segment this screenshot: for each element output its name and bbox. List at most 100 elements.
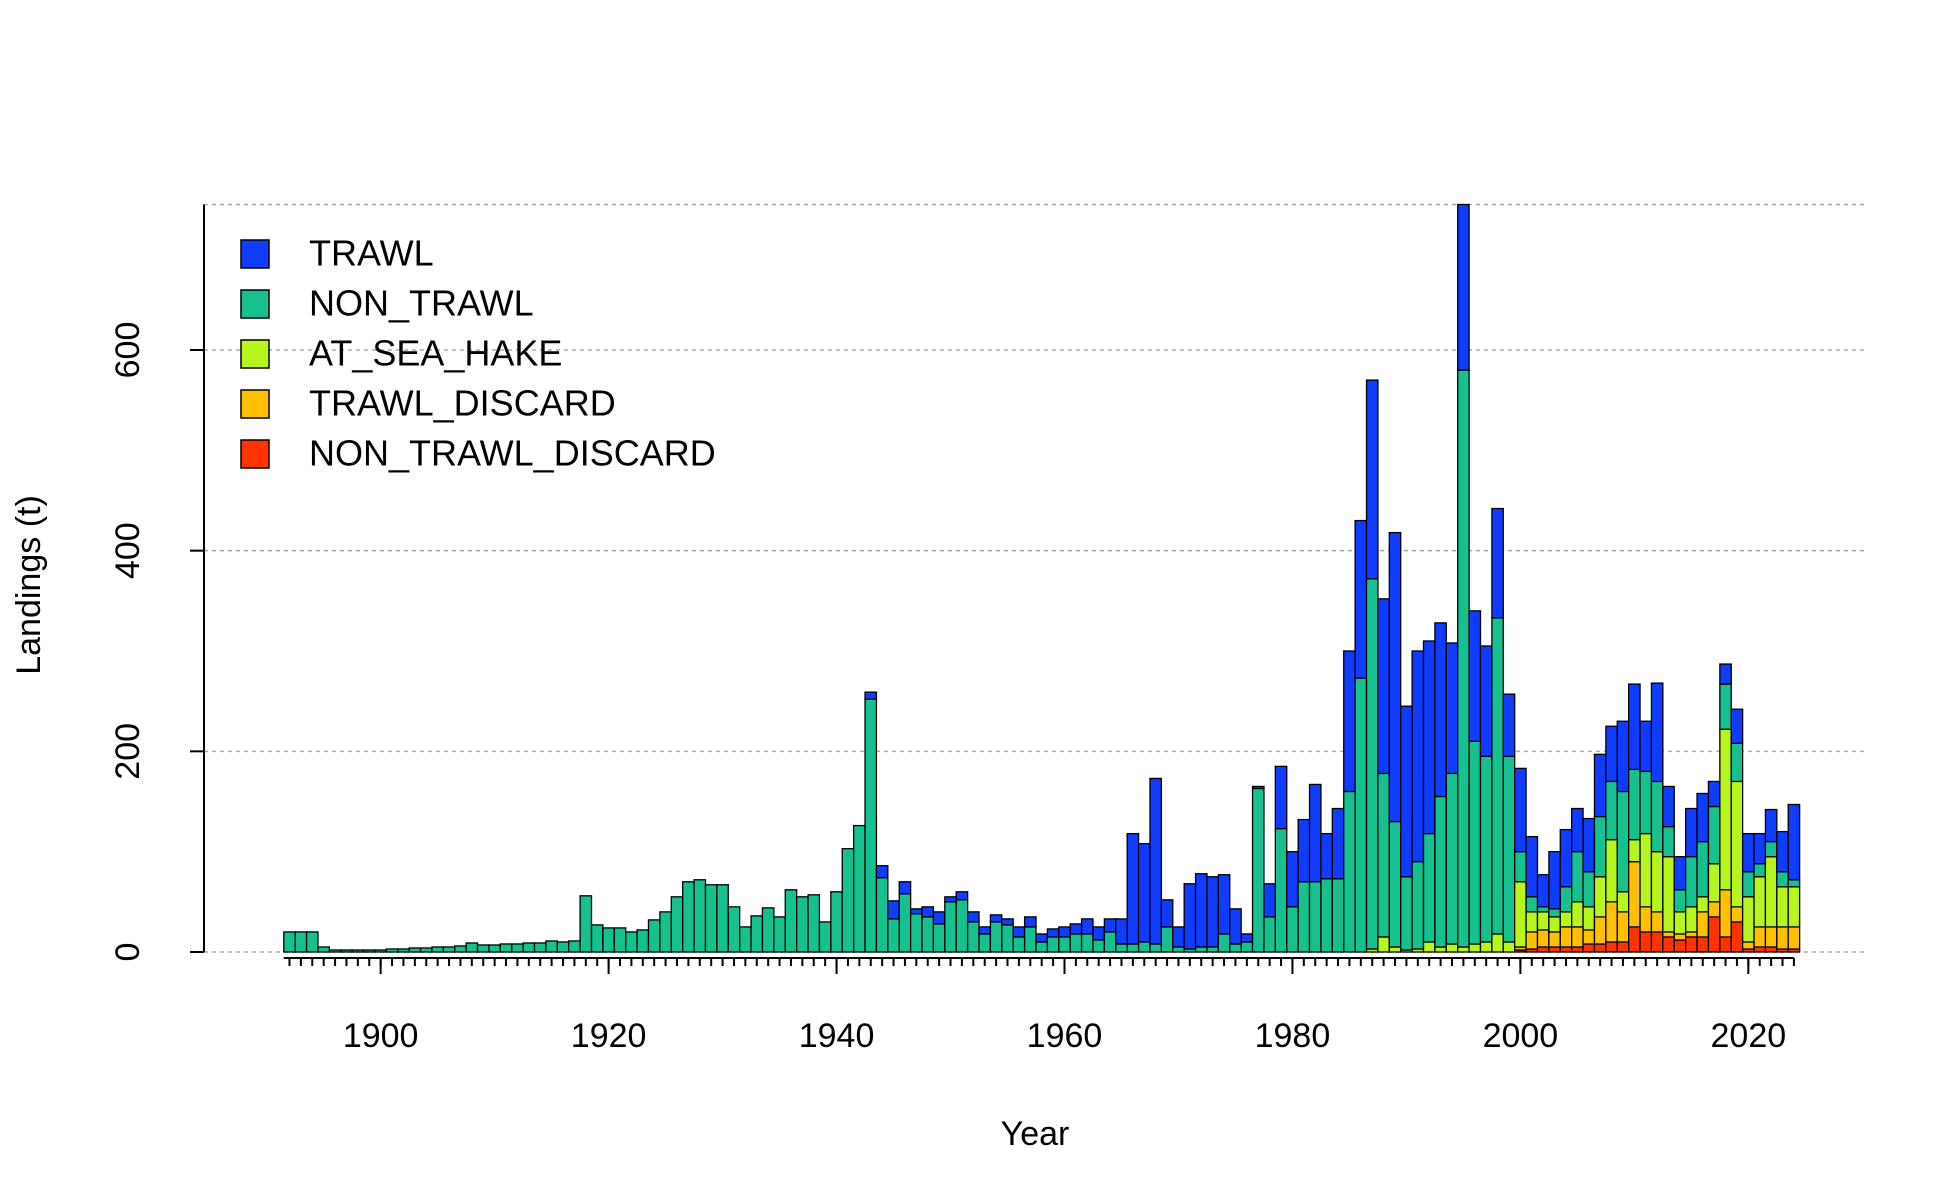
bar-segment <box>1639 770 1653 835</box>
bar-segment <box>1548 946 1561 953</box>
bar-segment <box>921 916 935 953</box>
legend-label: TRAWL <box>309 233 434 274</box>
bar-segment <box>1149 777 1163 945</box>
bar-segment <box>1320 878 1333 953</box>
bar-segment <box>1582 817 1596 873</box>
bar-segment <box>1137 941 1151 953</box>
bar-segment <box>1377 936 1390 953</box>
bar-segment <box>1582 906 1596 931</box>
bar-segment <box>1571 946 1584 953</box>
bar-segment <box>1730 780 1744 908</box>
x-tick-label: 2000 <box>1483 1017 1559 1055</box>
bar-segment <box>1536 929 1550 948</box>
bar-segment <box>1137 842 1151 943</box>
bar-segment <box>1741 832 1755 873</box>
bar-segment <box>579 895 593 953</box>
bar-segment <box>1616 911 1630 943</box>
bar-segment <box>1662 936 1675 953</box>
bar-segment <box>1422 832 1436 943</box>
bar-segment <box>1787 926 1801 950</box>
bar-segment <box>1445 943 1459 953</box>
bar-segment <box>1753 832 1767 865</box>
bar-segment <box>932 911 946 925</box>
bar-segment <box>1582 929 1596 945</box>
bar-segment <box>1502 693 1516 758</box>
y-tick-label: 400 <box>109 522 147 579</box>
bar-segment <box>1183 883 1197 950</box>
bar-segment <box>1457 369 1470 948</box>
bar-segment <box>397 948 410 953</box>
bar-segment <box>1263 883 1276 918</box>
bar-segment <box>1160 926 1174 953</box>
bar-segment <box>1559 886 1573 913</box>
bar-segment <box>693 879 707 953</box>
bar-segment <box>1286 906 1299 953</box>
bar-segment <box>1753 946 1767 953</box>
bar-segment <box>1001 924 1014 953</box>
bar-segment <box>1445 772 1459 945</box>
bar-segment <box>807 894 821 953</box>
bar-segment <box>1012 926 1026 938</box>
bar-segment <box>1240 941 1254 953</box>
bar-segment <box>1605 941 1618 953</box>
bar-segment <box>1092 926 1106 941</box>
bar-segment <box>1160 899 1174 928</box>
bar-segment <box>1696 896 1710 913</box>
legend-swatch <box>240 389 270 419</box>
bar-segment <box>1491 617 1504 935</box>
bar-segment <box>1217 933 1231 953</box>
legend-swatch <box>240 439 270 469</box>
bar-segment <box>1457 203 1470 371</box>
bar-segment <box>989 921 1003 953</box>
x-tick-label: 1980 <box>1255 1017 1331 1055</box>
bar-segment <box>1605 838 1618 903</box>
bar-segment <box>1411 861 1425 950</box>
bar-segment <box>1331 878 1345 953</box>
bar-segment <box>1343 790 1356 953</box>
bar-segment <box>568 940 581 953</box>
bar-segment <box>1684 936 1698 953</box>
bar-segment <box>670 896 684 953</box>
bar-segment <box>1365 578 1379 950</box>
legend-label: AT_SEA_HAKE <box>309 333 562 374</box>
bar-segment <box>1696 840 1710 898</box>
bar-segment <box>1593 753 1607 818</box>
bar-segment <box>1753 926 1767 948</box>
bar-segment <box>1023 916 1037 928</box>
bar-segment <box>1286 851 1299 908</box>
bar-segment <box>1696 936 1710 953</box>
bar-segment <box>818 921 832 953</box>
bar-segment <box>921 906 935 918</box>
bar-segment <box>978 926 992 935</box>
bar-segment <box>716 884 729 953</box>
bar-segment <box>761 907 775 953</box>
bar-segment <box>1684 856 1698 908</box>
bar-segment <box>1445 642 1459 775</box>
bar-segment <box>283 931 296 953</box>
bar-segment <box>1650 931 1664 953</box>
bar-segment <box>1115 918 1128 945</box>
bar-segment <box>1308 783 1322 883</box>
bar-segment <box>898 881 912 895</box>
bar-segment <box>1354 519 1368 679</box>
legend-swatch <box>240 289 270 319</box>
bar-segment <box>1206 946 1220 953</box>
bar-segment <box>1707 916 1721 953</box>
bar-segment <box>1548 908 1561 918</box>
bar-segment <box>351 949 365 953</box>
bar-segment <box>1559 946 1573 953</box>
bar-segment <box>374 949 388 953</box>
bar-segment <box>830 891 843 953</box>
bar-segment <box>1229 943 1242 953</box>
y-tick-label: 200 <box>109 723 147 780</box>
legend-label: NON_TRAWL_DISCARD <box>309 433 716 474</box>
bar-segment <box>1707 780 1721 808</box>
bar-segment <box>1628 768 1641 841</box>
bar-segment <box>1251 785 1265 790</box>
y-axis-title: Landings (t) <box>10 495 48 675</box>
bar-segment <box>1730 921 1744 953</box>
bar-segment <box>1046 936 1060 953</box>
bar-segment <box>1684 807 1698 858</box>
bar-segment <box>1126 943 1140 953</box>
bar-segment <box>1080 918 1094 935</box>
